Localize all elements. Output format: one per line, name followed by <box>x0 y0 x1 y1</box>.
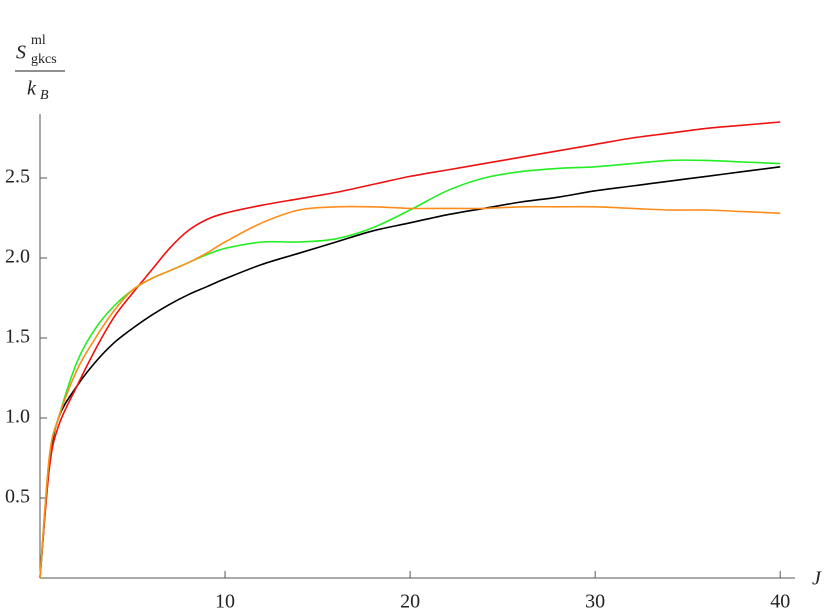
y-label-superscript: ml <box>31 33 46 48</box>
y-label-denominator-subscript: B <box>40 88 49 103</box>
x-axis-label: J <box>812 568 822 590</box>
y-tick-label: 1.0 <box>5 406 30 428</box>
y-tick-label: 2.5 <box>5 166 30 188</box>
series-line <box>39 205 781 579</box>
x-tick-label: 10 <box>215 591 235 613</box>
x-tick-label: 30 <box>585 591 605 613</box>
y-label-denominator: k <box>27 78 37 100</box>
y-tick-label: 0.5 <box>5 486 30 508</box>
y-tick-label: 2.0 <box>5 246 30 268</box>
x-tick-label: 20 <box>400 591 420 613</box>
y-tick-label: 1.5 <box>5 326 30 348</box>
y-label-subscript: gkcs <box>31 52 57 67</box>
series-line <box>39 166 781 579</box>
y-axis-label: S ml gkcs k B <box>15 33 65 103</box>
series-line <box>39 159 781 579</box>
series-line <box>39 121 781 579</box>
y-label-symbol: S <box>16 42 26 64</box>
x-tick-label: 40 <box>770 591 790 613</box>
